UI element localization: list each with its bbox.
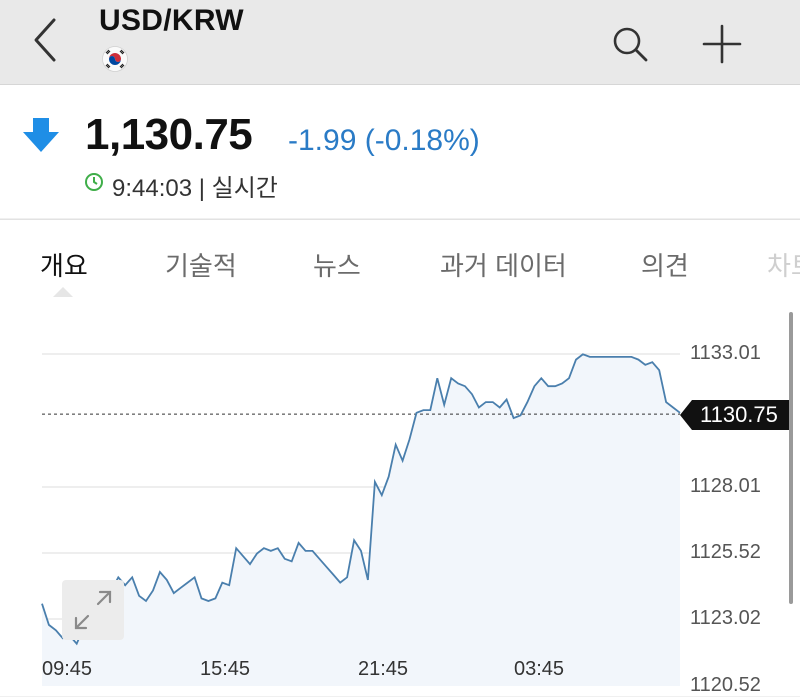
down-arrow-icon: [23, 118, 59, 152]
tab-technical[interactable]: 기술적: [165, 251, 237, 281]
back-arrow-icon[interactable]: [26, 14, 66, 66]
y-tick-label: 1120.52: [690, 674, 761, 696]
tab-news[interactable]: 뉴스: [313, 251, 361, 281]
search-icon[interactable]: [608, 22, 652, 66]
y-tick-label: 1125.52: [690, 541, 761, 563]
scrollbar[interactable]: [789, 312, 793, 604]
price-series-line: [41, 353, 681, 646]
south-korea-flag-icon: [102, 46, 128, 72]
expand-icon: [74, 590, 112, 630]
tab-chart[interactable]: 차트: [767, 251, 800, 281]
tab-overview[interactable]: 개요: [40, 251, 88, 281]
y-tick-label: 1128.01: [690, 475, 761, 497]
quote-time: 9:44:03 | 실시간: [112, 175, 278, 202]
price-change: -1.99 (-0.18%): [288, 124, 480, 157]
x-tick-label: 21:45: [358, 658, 409, 680]
current-price: 1,130.75: [85, 110, 253, 159]
current-price-tag-label: 1130.75: [700, 402, 778, 427]
price-chart[interactable]: [0, 298, 800, 696]
y-tick-label: 1133.01: [690, 342, 761, 364]
quote-summary: [0, 85, 800, 218]
x-tick-label: 03:45: [514, 658, 565, 680]
top-app-bar: USD/KRW: [0, 0, 800, 85]
clock-icon: [85, 173, 103, 191]
current-price-tag: 1130.75: [680, 400, 792, 430]
tab-bar: 개요 기술적 뉴스 과거 데이터 의견 차트: [0, 219, 800, 299]
tab-opinion[interactable]: 의견: [641, 251, 689, 281]
page-title: USD/KRW: [99, 4, 244, 37]
active-tab-indicator: [53, 287, 73, 297]
x-tick-label: 09:45: [42, 658, 93, 680]
expand-chart-button[interactable]: [62, 580, 124, 640]
y-tick-label: 1123.02: [690, 607, 761, 629]
x-tick-label: 15:45: [200, 658, 251, 680]
tab-historical-data[interactable]: 과거 데이터: [440, 251, 567, 281]
chart-area-fill: [42, 354, 680, 686]
add-icon[interactable]: [700, 22, 744, 66]
